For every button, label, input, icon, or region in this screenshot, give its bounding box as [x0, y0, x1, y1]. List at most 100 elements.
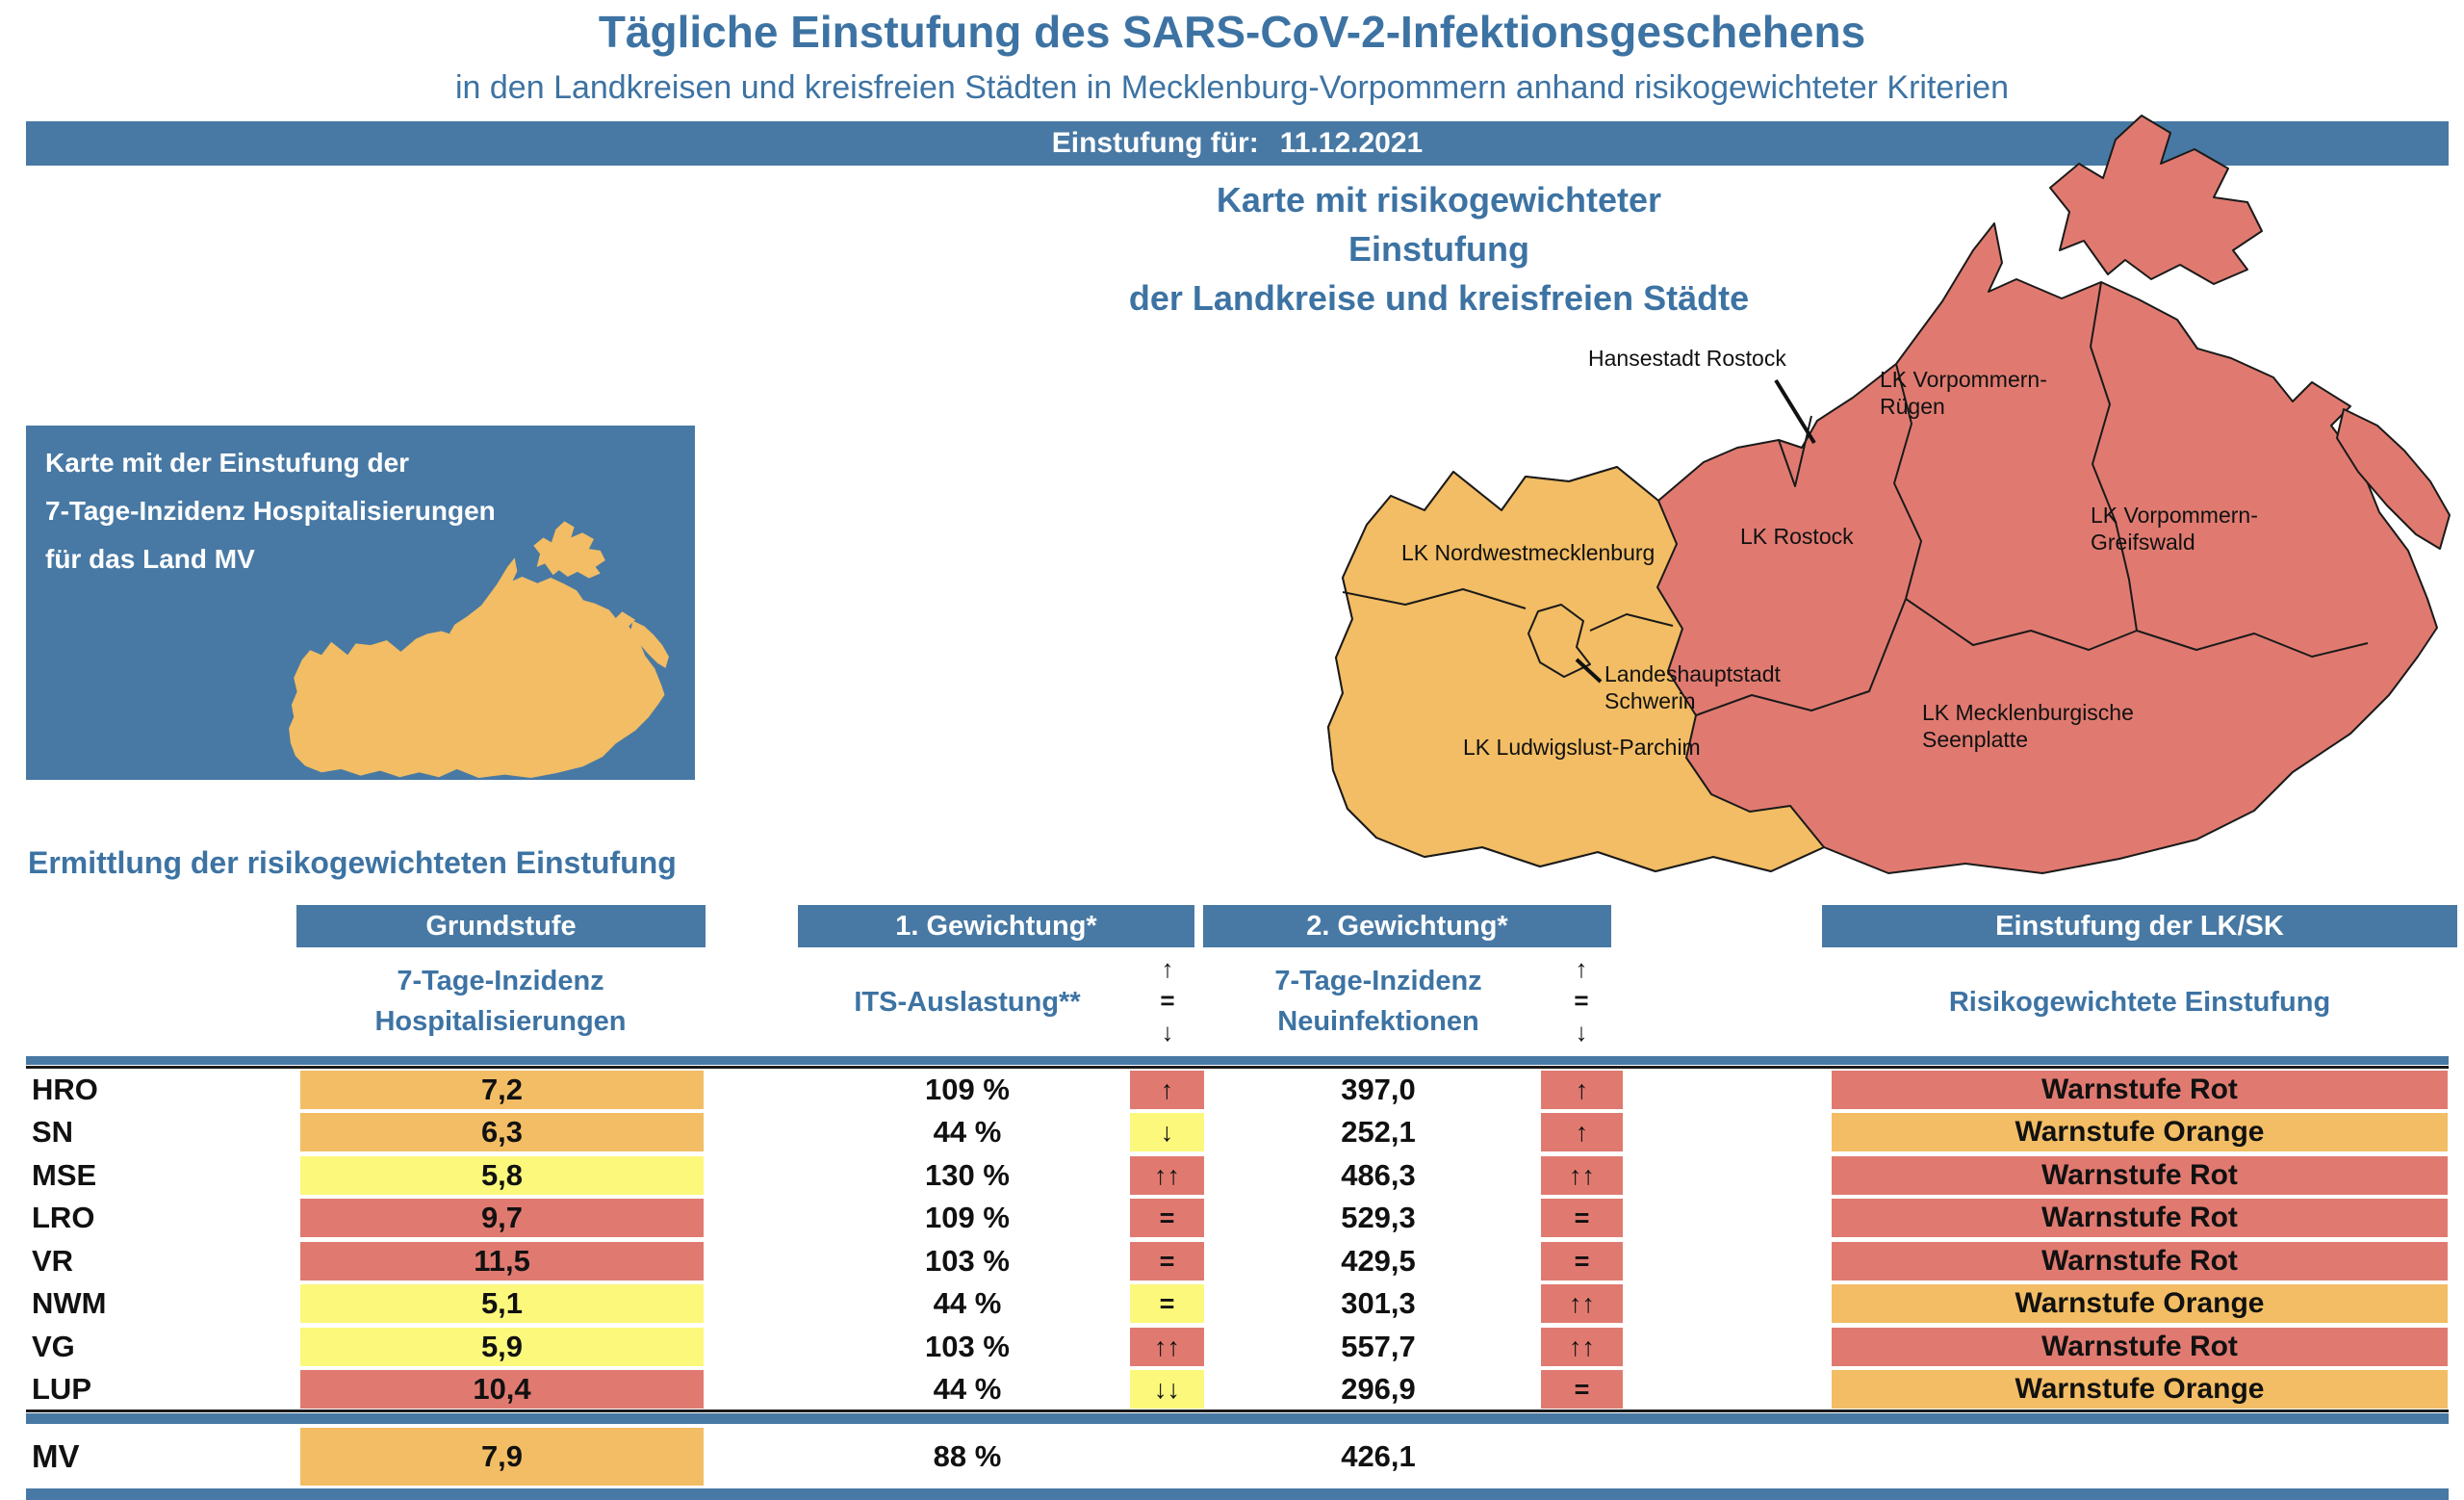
page-title: Tägliche Einstufung des SARS-CoV-2-Infek… — [598, 7, 1866, 57]
row-label: LUP — [32, 1372, 91, 1406]
mv-state-silhouette — [289, 521, 669, 778]
left-map-title-line3: für das Land MV — [45, 544, 255, 574]
its-trend-cell: ↑↑ — [1130, 1328, 1204, 1366]
divider-bar — [26, 1056, 2449, 1065]
map-label-ludwigslust-parchim: LK Ludwigslust-Parchim — [1463, 735, 1701, 760]
subheader-neuinfektionen: 7-Tage-Inzidenz Neuinfektionen — [1274, 966, 1482, 1037]
its-trend-cell: ↓↓ — [1130, 1370, 1204, 1409]
infection-incidence-value: 296,9 — [1341, 1372, 1416, 1406]
arrow-up-icon: ↑ — [1575, 954, 1588, 983]
map-border-nwm-lup2 — [1589, 613, 1674, 632]
left-map-title-line1: Karte mit der Einstufung der — [45, 448, 410, 478]
row-label: LRO — [32, 1201, 95, 1234]
its-value: 88 % — [933, 1439, 1002, 1473]
arrow-up-icon: ↑ — [1161, 954, 1174, 983]
its-value: 103 % — [925, 1244, 1010, 1278]
table-row: MSE 5,8 130 % ↑↑ 486,3 ↑↑ Warnstufe Rot — [0, 1156, 2464, 1195]
banner-label: Einstufung für: — [1051, 127, 1259, 159]
its-value: 44 % — [933, 1286, 1002, 1320]
its-value: 44 % — [933, 1115, 1002, 1149]
infection-trend-cell: ↑↑ — [1541, 1284, 1623, 1323]
map-border-lro-vr — [1893, 363, 1922, 600]
table-row: VR 11,5 103 % = 429,5 = Warnstufe Rot — [0, 1242, 2464, 1280]
summary-divider-bar — [26, 1413, 2449, 1424]
left-map-title-line2: 7-Tage-Inzidenz Hospitalisierungen — [45, 496, 496, 526]
subheader-trend-legend-1: ↑ = ↓ — [1139, 953, 1196, 1048]
its-trend-cell: ↑↑ — [1130, 1156, 1204, 1195]
infection-incidence-value: 426,1 — [1341, 1439, 1416, 1473]
column-header-gewichtung-2: 2. Gewichtung* — [1203, 905, 1611, 947]
table-row: LRO 9,7 109 % = 529,3 = Warnstufe Rot — [0, 1199, 2464, 1237]
infection-trend-cell: ↑ — [1541, 1071, 1623, 1109]
infection-incidence-value: 529,3 — [1341, 1201, 1416, 1234]
row-label: VG — [32, 1330, 75, 1363]
column-header-grundstufe: Grundstufe — [296, 905, 706, 947]
table-row: LUP 10,4 44 % ↓↓ 296,9 = Warnstufe Orang… — [0, 1370, 2464, 1409]
banner-date: 11.12.2021 — [1279, 127, 1424, 159]
infection-incidence-value: 486,3 — [1341, 1158, 1416, 1192]
row-label: VR — [32, 1244, 74, 1278]
hosp-incidence-cell: 9,7 — [300, 1199, 704, 1237]
classification-cell: Warnstufe Rot — [1832, 1156, 2448, 1195]
right-map-title: Karte mit risikogewichteter Einstufung d… — [1126, 175, 1752, 323]
map-region-schwerin — [1527, 604, 1591, 678]
table-row: VG 5,9 103 % ↑↑ 557,7 ↑↑ Warnstufe Rot — [0, 1328, 2464, 1366]
map-border-hro-wedge — [1778, 415, 1812, 487]
hosp-incidence-cell: 11,5 — [300, 1242, 704, 1280]
table-row: NWM 5,1 44 % = 301,3 ↑↑ Warnstufe Orange — [0, 1284, 2464, 1323]
left-map-panel: Karte mit der Einstufung der 7-Tage-Inzi… — [26, 426, 695, 780]
classification-cell: Warnstufe Orange — [1832, 1113, 2448, 1151]
pointer-line-rostock — [1774, 378, 1816, 445]
map-border-vg-mse — [2136, 630, 2369, 658]
subheader-its-auslastung: ITS-Auslastung** — [854, 987, 1081, 1018]
right-map-title-line1: Karte mit risikogewichteter Einstufung — [1216, 180, 1662, 269]
infection-incidence-value: 557,7 — [1341, 1330, 1416, 1363]
infection-trend-cell: = — [1541, 1199, 1623, 1237]
table-row: HRO 7,2 109 % ↑ 397,0 ↑ Warnstufe Rot — [0, 1071, 2464, 1109]
its-value: 109 % — [925, 1201, 1010, 1234]
table-row: SN 6,3 44 % ↓ 252,1 ↑ Warnstufe Orange — [0, 1113, 2464, 1151]
row-label: MV — [32, 1438, 80, 1474]
its-trend-cell: = — [1130, 1242, 1204, 1280]
classification-cell: Warnstufe Rot — [1832, 1071, 2448, 1109]
hosp-incidence-cell: 7,9 — [300, 1428, 704, 1486]
classification-cell: Warnstufe Rot — [1832, 1199, 2448, 1237]
hosp-incidence-cell: 5,1 — [300, 1284, 704, 1323]
mv-district-map — [1327, 115, 2451, 874]
page-subtitle: in den Landkreisen und kreisfreien Städt… — [454, 69, 2009, 106]
map-border-nwm-lup — [1342, 588, 1527, 609]
map-label-schwerin: Landeshauptstadt Schwerin — [1604, 661, 1781, 713]
hosp-incidence-cell: 5,9 — [300, 1328, 704, 1366]
hosp-incidence-cell: 5,8 — [300, 1156, 704, 1195]
classification-date-banner: Einstufung für: 11.12.2021 — [26, 121, 2449, 166]
section-title: Ermittlung der risikogewichteten Einstuf… — [28, 845, 677, 880]
row-label: MSE — [32, 1158, 97, 1192]
subheader-risikogewichtete-einstufung: Risikogewichtete Einstufung — [1948, 987, 2331, 1018]
classification-cell: Warnstufe Rot — [1832, 1328, 2448, 1366]
its-trend-cell: = — [1130, 1199, 1204, 1237]
infection-incidence-value: 301,3 — [1341, 1286, 1416, 1320]
equals-icon: = — [1160, 986, 1175, 1015]
infection-trend-cell: ↑↑ — [1541, 1328, 1623, 1366]
infection-incidence-value: 252,1 — [1341, 1115, 1416, 1149]
its-trend-cell: = — [1130, 1284, 1204, 1323]
row-label: SN — [32, 1115, 74, 1149]
classification-cell: Warnstufe Orange — [1832, 1284, 2448, 1323]
map-label-nordwestmecklenburg: LK Nordwestmecklenburg — [1401, 540, 1656, 565]
its-value: 103 % — [925, 1330, 1010, 1363]
map-label-vorpommern-ruegen: LK Vorpommern- Rügen — [1880, 367, 2047, 419]
summary-divider-line — [26, 1409, 2449, 1412]
divider-line — [26, 1066, 2449, 1069]
its-trend-cell: ↓ — [1130, 1113, 1204, 1151]
row-label: HRO — [32, 1073, 98, 1106]
hosp-incidence-cell: 10,4 — [300, 1370, 704, 1409]
arrow-down-icon: ↓ — [1161, 1018, 1174, 1047]
map-island-ruegen — [2049, 115, 2263, 285]
row-label: NWM — [32, 1286, 107, 1320]
subheader-trend-legend-2: ↑ = ↓ — [1553, 953, 1610, 1048]
column-header-gewichtung-1: 1. Gewichtung* — [798, 905, 1194, 947]
its-value: 44 % — [933, 1372, 1002, 1406]
infection-incidence-value: 429,5 — [1341, 1244, 1416, 1278]
map-label-hansestadt-rostock: Hansestadt Rostock — [1588, 346, 1786, 371]
